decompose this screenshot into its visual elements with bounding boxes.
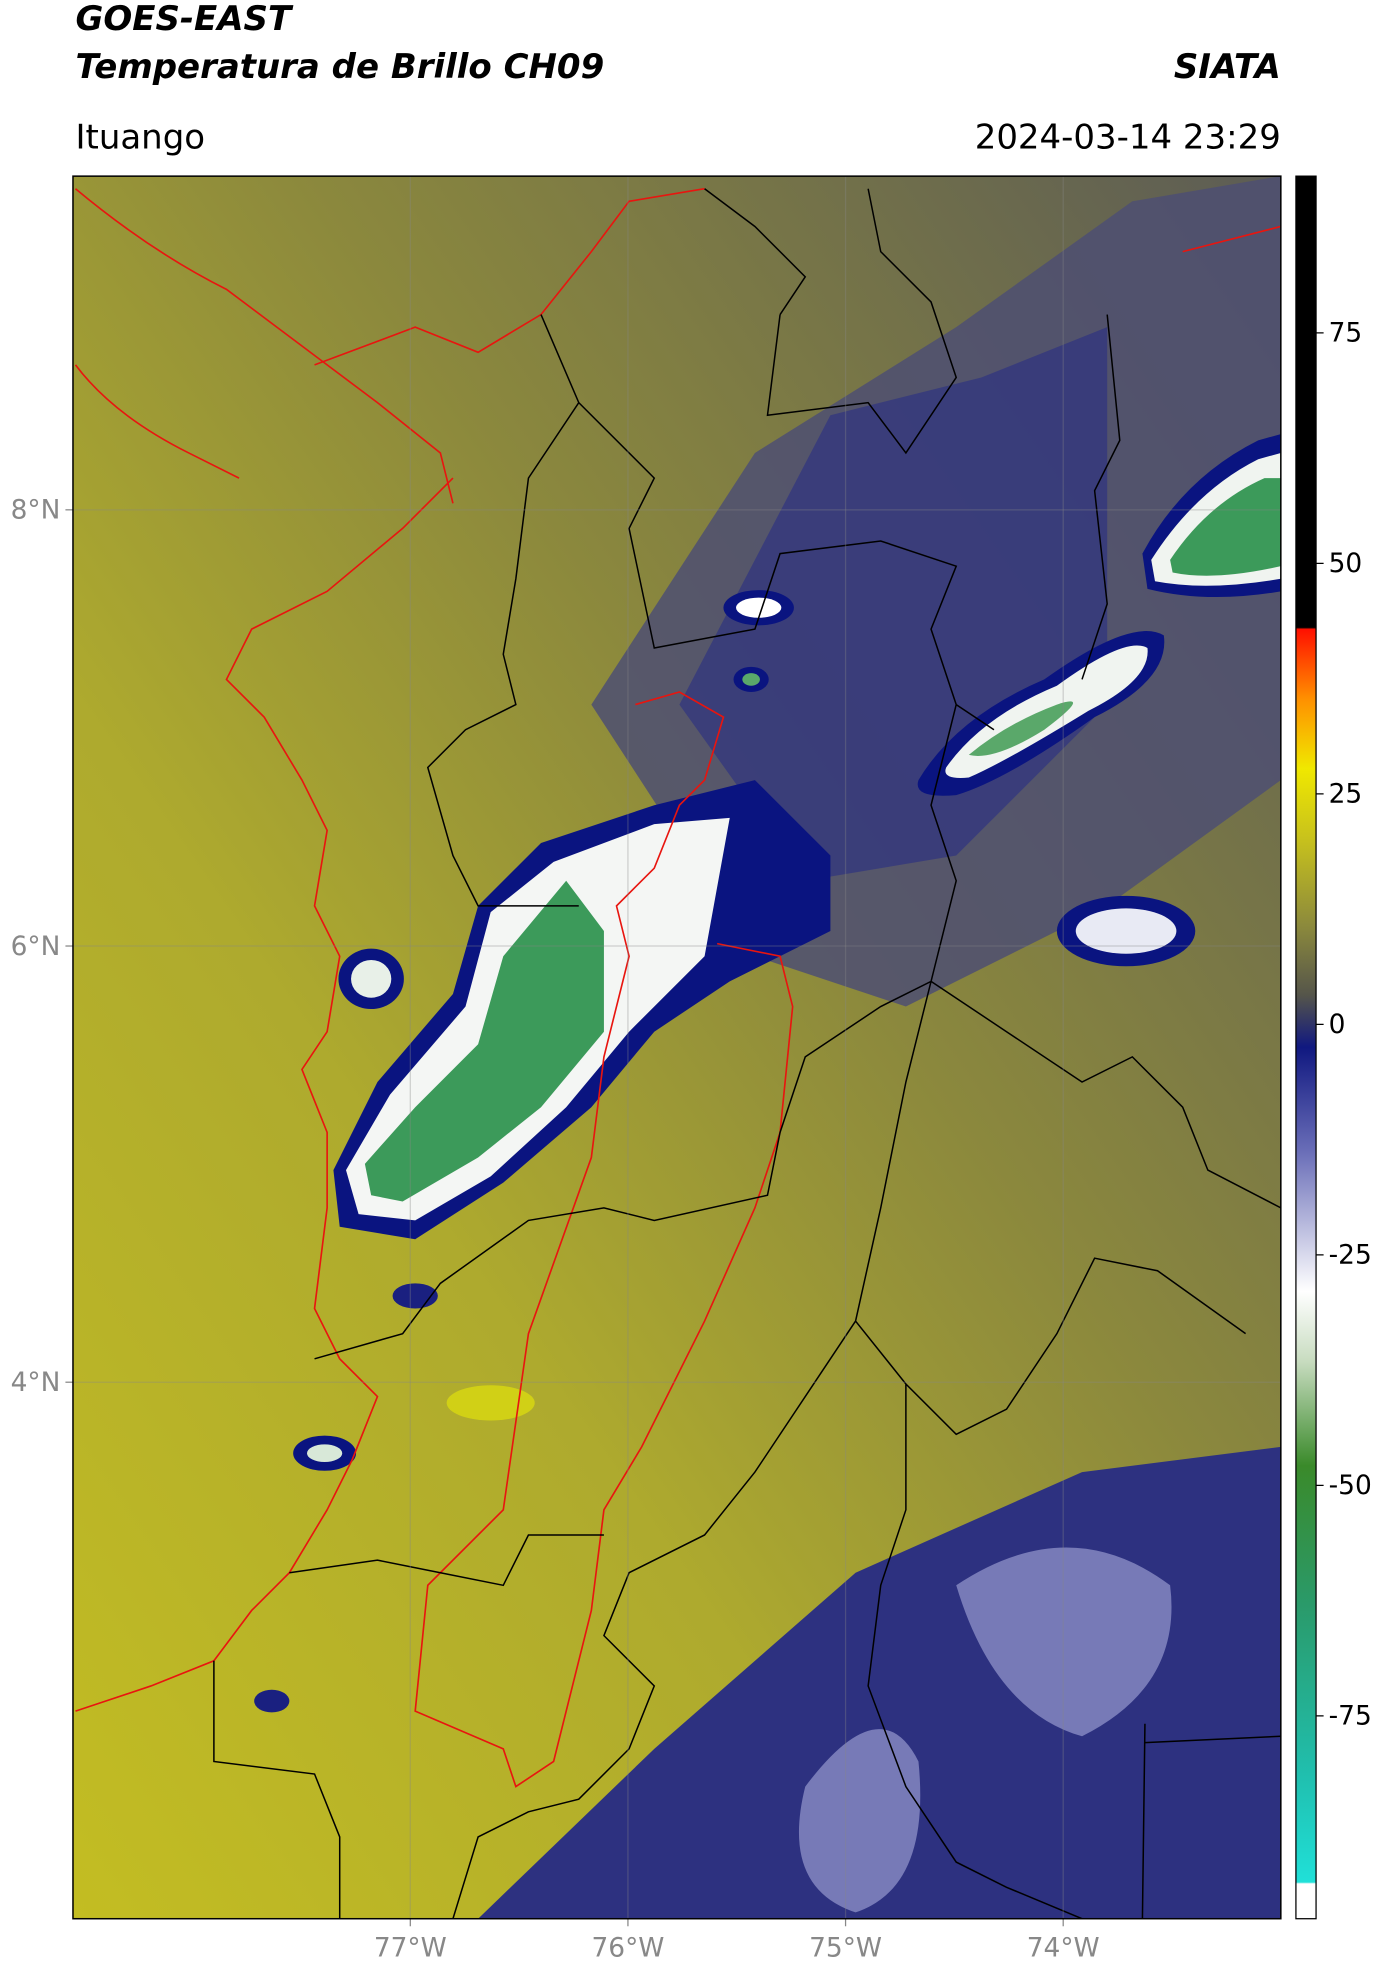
map-frame bbox=[72, 175, 1282, 1920]
credit: SIATA bbox=[1174, 47, 1281, 87]
colorbar-tick-label: -75 bbox=[1329, 1701, 1372, 1732]
colorbar-tick-label: 50 bbox=[1329, 548, 1363, 579]
subtitle: Temperatura de Brillo CH09 bbox=[75, 47, 604, 87]
title: GOES-EAST bbox=[75, 0, 293, 39]
x-tick-label: 76°W bbox=[591, 1932, 664, 1963]
colorbar-tick-label: 0 bbox=[1329, 1009, 1346, 1040]
location: Ituango bbox=[75, 117, 205, 157]
colorbar-tick-label: 25 bbox=[1329, 779, 1363, 810]
colorbar-tick-label: -50 bbox=[1329, 1470, 1372, 1501]
colorbar bbox=[1295, 175, 1317, 1920]
x-tick-label: 74°W bbox=[1027, 1932, 1100, 1963]
x-tick-label: 77°W bbox=[374, 1932, 447, 1963]
x-tick-label: 75°W bbox=[809, 1932, 882, 1963]
y-tick-label: 4°N bbox=[11, 1367, 61, 1398]
header: GOES-EAST Temperatura de Brillo CH09 SIA… bbox=[75, 0, 1280, 157]
timestamp: 2024-03-14 23:29 bbox=[975, 117, 1281, 157]
y-tick-label: 8°N bbox=[11, 495, 61, 526]
colorbar-ticks: -75 -50 -25 0 25 50 75 bbox=[1316, 318, 1372, 1732]
graticule: 77°W 76°W 75°W 74°W 4°N 6°N 8°N bbox=[11, 176, 1281, 1963]
colorbar-tick-label: 75 bbox=[1329, 318, 1363, 349]
map-image bbox=[72, 176, 1281, 1919]
y-tick-label: 6°N bbox=[11, 931, 61, 962]
colorbar-tick-label: -25 bbox=[1329, 1240, 1372, 1271]
